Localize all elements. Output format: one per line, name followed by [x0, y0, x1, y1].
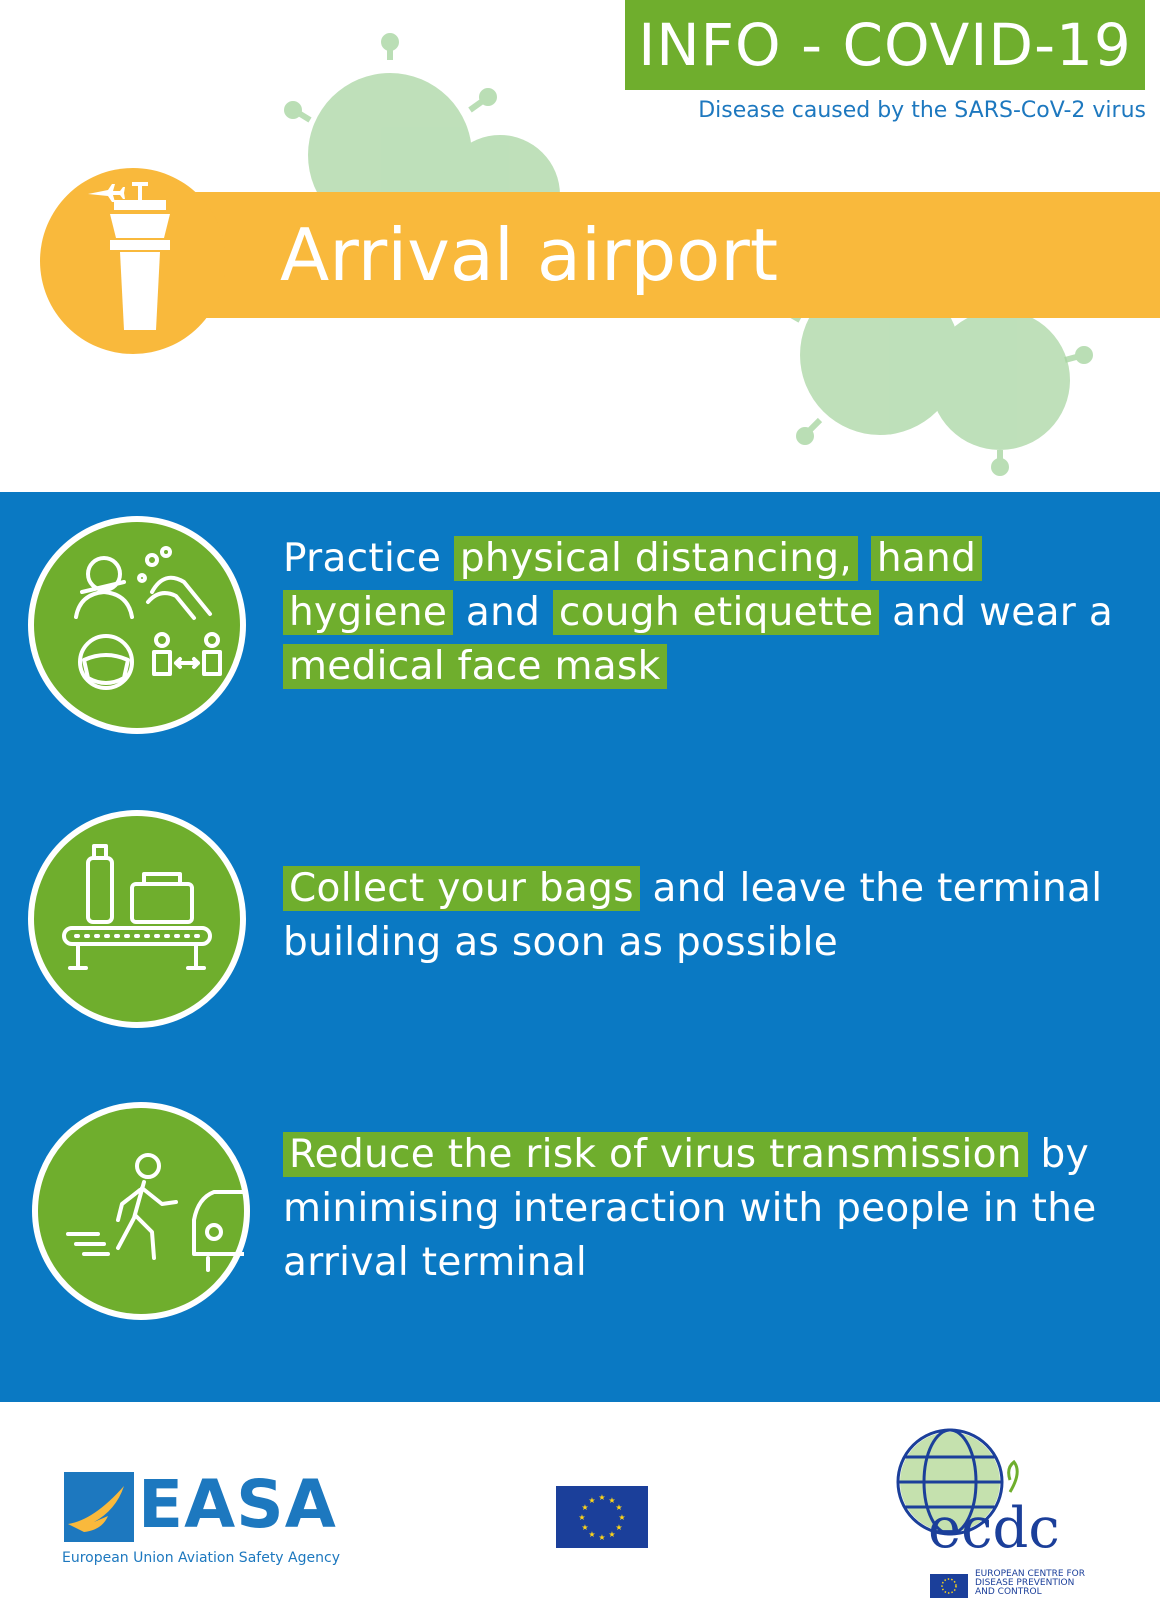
- svg-text:★: ★: [578, 1513, 585, 1522]
- walking-to-car-icon: [32, 1102, 250, 1320]
- control-tower-icon: [88, 182, 170, 330]
- step-2-text: Collect your bags and leave the terminal…: [283, 862, 1133, 970]
- easa-logo-text: EASA: [138, 1466, 337, 1543]
- svg-text:★: ★: [588, 1530, 595, 1539]
- footer: EASA European Union Aviation Safety Agen…: [0, 1402, 1160, 1600]
- svg-text:★: ★: [581, 1523, 588, 1532]
- step-3-text: Reduce the risk of virus transmission by…: [283, 1128, 1133, 1290]
- svg-text:★: ★: [598, 1493, 605, 1502]
- step-1-text: Practice physical distancing, hand hygie…: [283, 532, 1133, 694]
- highlighted-phrase: Reduce the risk of virus transmission: [283, 1132, 1028, 1177]
- header-subtitle: Disease caused by the SARS-CoV-2 virus: [698, 98, 1146, 123]
- baggage-carousel-icon: [28, 810, 246, 1028]
- step-text-segment: and: [453, 590, 553, 635]
- svg-text:★: ★: [618, 1513, 625, 1522]
- banner-title: Arrival airport: [280, 213, 779, 297]
- svg-text:★: ★: [581, 1503, 588, 1512]
- step-text-segment: [858, 536, 871, 581]
- svg-text:★: ★: [608, 1496, 615, 1505]
- svg-text:★: ★: [615, 1503, 622, 1512]
- step-text-segment: by minimising interaction with people in…: [283, 1132, 1097, 1285]
- ecdc-eu-flag-icon: [930, 1574, 968, 1598]
- hygiene-distancing-icon: [28, 516, 246, 734]
- svg-text:★: ★: [615, 1523, 622, 1532]
- ecdc-caption: EUROPEAN CENTRE FOR DISEASE PREVENTION A…: [975, 1569, 1085, 1597]
- highlighted-phrase: Collect your bags: [283, 866, 640, 911]
- banner-bar: [140, 192, 1160, 318]
- highlighted-phrase: physical distancing,: [453, 536, 859, 581]
- svg-text:★: ★: [588, 1496, 595, 1505]
- highlighted-phrase: medical face mask: [283, 644, 667, 689]
- eu-flag-icon: ★ ★★ ★★★ ★★★ ★★★: [556, 1486, 648, 1548]
- svg-text:★: ★: [608, 1530, 615, 1539]
- step-text-segment: and leave the terminal building as soon …: [283, 866, 1103, 965]
- highlighted-phrase: cough etiquette: [552, 590, 880, 635]
- header-title: INFO - COVID-19: [625, 0, 1145, 90]
- step-text-segment: and wear a: [879, 590, 1114, 635]
- easa-caption: European Union Aviation Safety Agency: [62, 1550, 340, 1566]
- ecdc-logo-text: ecdc: [928, 1496, 1060, 1561]
- easa-bird-icon: [64, 1472, 134, 1542]
- svg-text:★: ★: [598, 1533, 605, 1542]
- step-text-segment: Practice: [283, 536, 454, 581]
- ecdc-globe-icon: [896, 1428, 1019, 1536]
